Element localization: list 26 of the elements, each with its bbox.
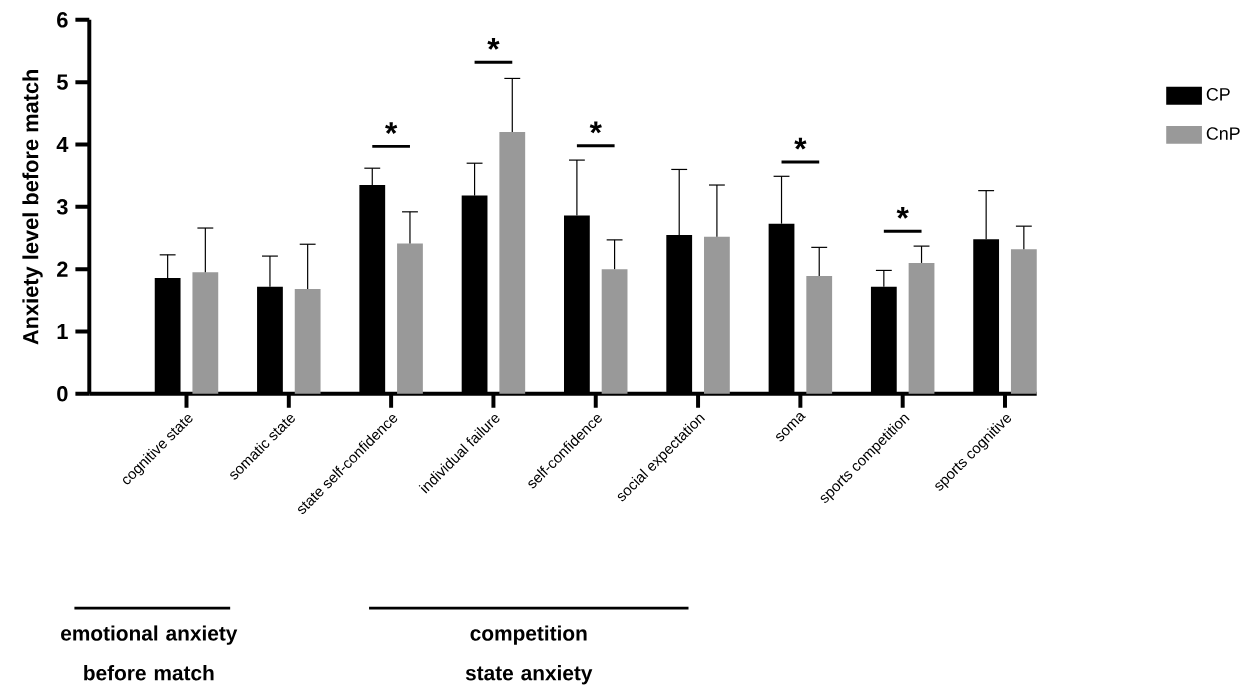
legend-label: CnP: [1206, 127, 1240, 140]
annotation: *: [487, 37, 500, 50]
text: emotional anxiety before match: [61, 625, 238, 681]
bar: [499, 131, 526, 394]
y-axis-title: Anxiety level before match: [22, 69, 43, 345]
annotation: *: [589, 121, 602, 134]
y-tick-label: 2: [57, 261, 68, 277]
y-tick-label: 0: [57, 385, 68, 402]
bar: [704, 236, 730, 394]
y-tick-label: 1: [57, 323, 68, 339]
bar: [806, 275, 833, 394]
bar: [192, 272, 219, 394]
y-tick-label: 3: [56, 198, 68, 215]
text: competition state anxiety: [465, 625, 593, 685]
y-tick-label: 5: [56, 74, 68, 90]
bar: [601, 268, 628, 394]
y-tick-label: 6: [57, 11, 68, 28]
annotation: *: [385, 121, 398, 134]
annotation: *: [896, 206, 909, 219]
bar: [908, 262, 935, 394]
legend-label: CP: [1206, 87, 1230, 101]
bar: [294, 288, 321, 394]
y-tick-label: 4: [56, 136, 69, 152]
annotation: *: [794, 137, 807, 150]
bar: [1010, 249, 1037, 394]
bar: [397, 243, 423, 394]
